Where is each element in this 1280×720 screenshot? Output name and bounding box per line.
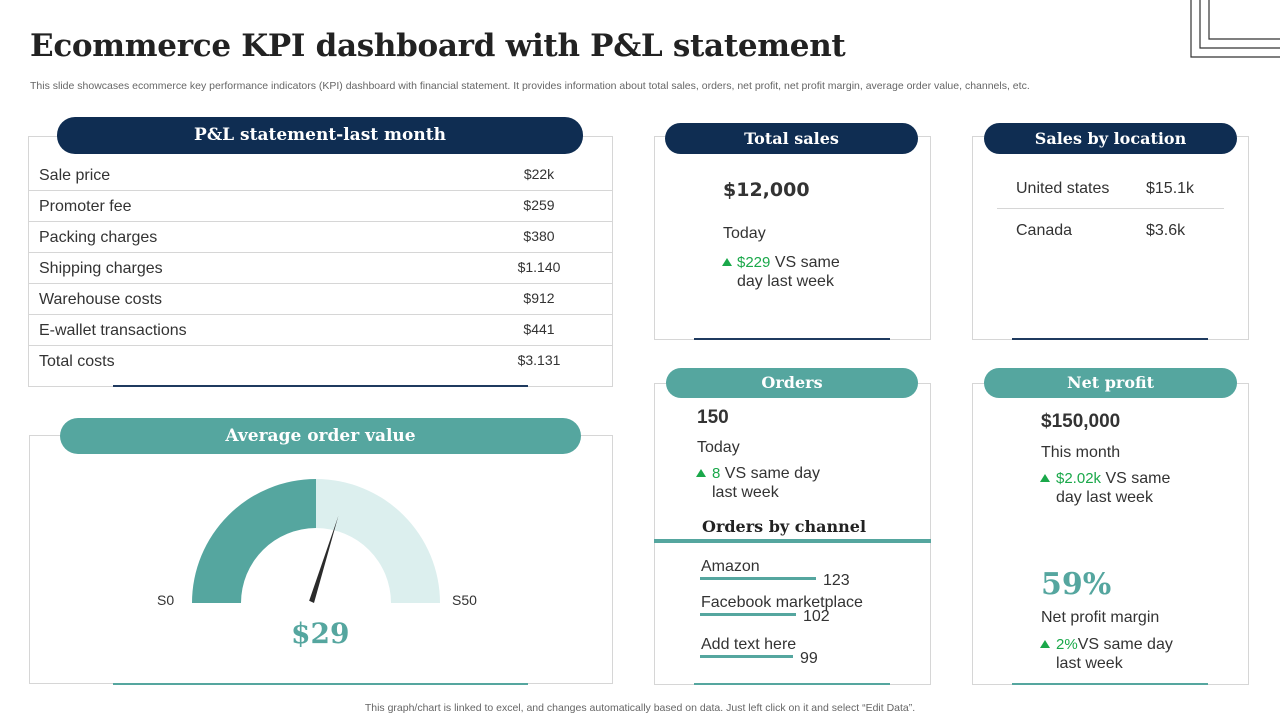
- orders-period: Today: [697, 439, 740, 456]
- orders-by-channel-title: Orders by channel: [702, 517, 867, 536]
- pl-row-value: $3.131: [517, 352, 561, 368]
- location-row-ca-value: $3.6k: [1146, 222, 1186, 239]
- orders-accent-line: [694, 683, 890, 685]
- total-sales-title: Total sales: [665, 123, 918, 154]
- pl-row: Sale price $22k: [29, 160, 612, 191]
- avg-order-title: Average order value: [60, 418, 581, 454]
- orders-by-channel-divider: [654, 539, 931, 543]
- net-profit-panel: [972, 383, 1249, 685]
- pl-row: Total costs $3.131: [29, 346, 612, 377]
- net-profit-delta-text-2: day last week: [1056, 489, 1153, 506]
- net-profit-margin-delta: 2%: [1056, 636, 1078, 653]
- net-profit-margin-delta-text-2: last week: [1056, 655, 1123, 672]
- pl-row-label: Promoter fee: [39, 198, 132, 215]
- sales-location-accent-line: [1012, 338, 1208, 340]
- pl-row-label: Warehouse costs: [39, 291, 163, 308]
- pl-row-value: $22k: [523, 166, 555, 182]
- location-row-ca-name: Canada: [1016, 222, 1073, 239]
- location-row-us-name: United states: [1016, 180, 1110, 197]
- pl-row-label: Total costs: [39, 353, 115, 370]
- pl-row-value: $1.140: [517, 259, 561, 275]
- total-sales-amount: $12,000: [723, 179, 810, 201]
- total-sales-delta-line: $229 VS same: [737, 254, 840, 272]
- channel-bar: [700, 577, 816, 580]
- orders-delta: 8: [712, 465, 721, 482]
- orders-title: Orders: [666, 368, 918, 398]
- total-sales-delta-text-2: day last week: [737, 273, 834, 290]
- net-profit-margin-up-icon: [1040, 640, 1050, 648]
- orders-up-icon: [696, 469, 706, 477]
- orders-panel: [654, 383, 931, 685]
- net-profit-margin-delta-text: VS same day: [1077, 636, 1173, 653]
- net-profit-delta: $2.02k: [1056, 470, 1102, 487]
- pl-row-value: $441: [523, 321, 555, 337]
- pl-row-label: Packing charges: [39, 229, 158, 246]
- orders-delta-text-2: last week: [712, 484, 779, 501]
- net-profit-period: This month: [1041, 444, 1121, 461]
- total-sales-delta: $229: [737, 254, 771, 271]
- orders-count: 150: [697, 407, 729, 428]
- net-profit-up-icon: [1040, 474, 1050, 482]
- net-profit-delta-line: $2.02k VS same: [1056, 470, 1170, 488]
- total-sales-panel: [654, 136, 931, 340]
- pl-row-value: $380: [523, 228, 555, 244]
- pl-row-value: $259: [523, 197, 555, 213]
- channel-bar: [700, 655, 793, 658]
- pl-row: Packing charges $380: [29, 222, 612, 253]
- pl-row: Warehouse costs $912: [29, 284, 612, 315]
- net-profit-amount: $150,000: [1041, 411, 1121, 432]
- gauge-filled-arc: [192, 479, 316, 603]
- avg-order-value: $29: [291, 617, 350, 650]
- total-sales-up-icon: [722, 258, 732, 266]
- net-profit-margin-label: Net profit margin: [1041, 609, 1160, 626]
- net-profit-delta-text: VS same: [1101, 470, 1171, 487]
- net-profit-title: Net profit: [984, 368, 1237, 398]
- total-sales-delta-text: VS same: [770, 254, 840, 271]
- corner-decoration: [1190, 0, 1280, 58]
- pl-row-label: E-wallet transactions: [39, 322, 187, 339]
- page-title: Ecommerce KPI dashboard with P&L stateme…: [30, 28, 846, 64]
- channel-name: Facebook marketplace: [701, 594, 863, 611]
- avg-order-accent-line: [113, 683, 528, 685]
- pl-row-label: Sale price: [39, 167, 111, 184]
- net-profit-margin-delta-line: 2%VS same day: [1056, 636, 1173, 654]
- channel-name: Amazon: [701, 558, 760, 575]
- footer-note: This graph/chart is linked to excel, and…: [364, 702, 916, 714]
- net-profit-margin-value: 59%: [1041, 567, 1112, 602]
- total-sales-period: Today: [723, 225, 766, 242]
- pl-row: E-wallet transactions $441: [29, 315, 612, 346]
- net-profit-accent-line: [1012, 683, 1208, 685]
- gauge-empty-arc: [316, 479, 440, 603]
- pl-statement-title: P&L statement-last month: [57, 117, 583, 154]
- channel-value: 102: [803, 608, 830, 625]
- sales-location-title: Sales by location: [984, 123, 1237, 154]
- pl-row-label: Shipping charges: [39, 260, 163, 277]
- page-subtitle: This slide showcases ecommerce key perfo…: [30, 80, 1030, 92]
- pl-row-value: $912: [523, 290, 555, 306]
- total-sales-accent-line: [694, 338, 890, 340]
- gauge-max-label: S50: [452, 592, 477, 608]
- location-divider: [997, 208, 1224, 209]
- channel-value: 123: [823, 572, 850, 589]
- orders-delta-text: VS same day: [720, 465, 820, 482]
- channel-bar: [700, 613, 796, 616]
- pl-accent-line: [113, 385, 528, 387]
- pl-row: Promoter fee $259: [29, 191, 612, 222]
- orders-delta-line: 8 VS same day: [712, 465, 820, 483]
- channel-name: Add text here: [701, 636, 797, 653]
- channel-value: 99: [800, 650, 818, 667]
- avg-order-panel: [29, 435, 613, 684]
- sales-location-panel: [972, 136, 1249, 340]
- gauge-needle: [309, 515, 339, 603]
- gauge-min-label: S0: [157, 592, 175, 608]
- pl-row: Shipping charges $1.140: [29, 253, 612, 284]
- location-row-us-value: $15.1k: [1146, 180, 1195, 197]
